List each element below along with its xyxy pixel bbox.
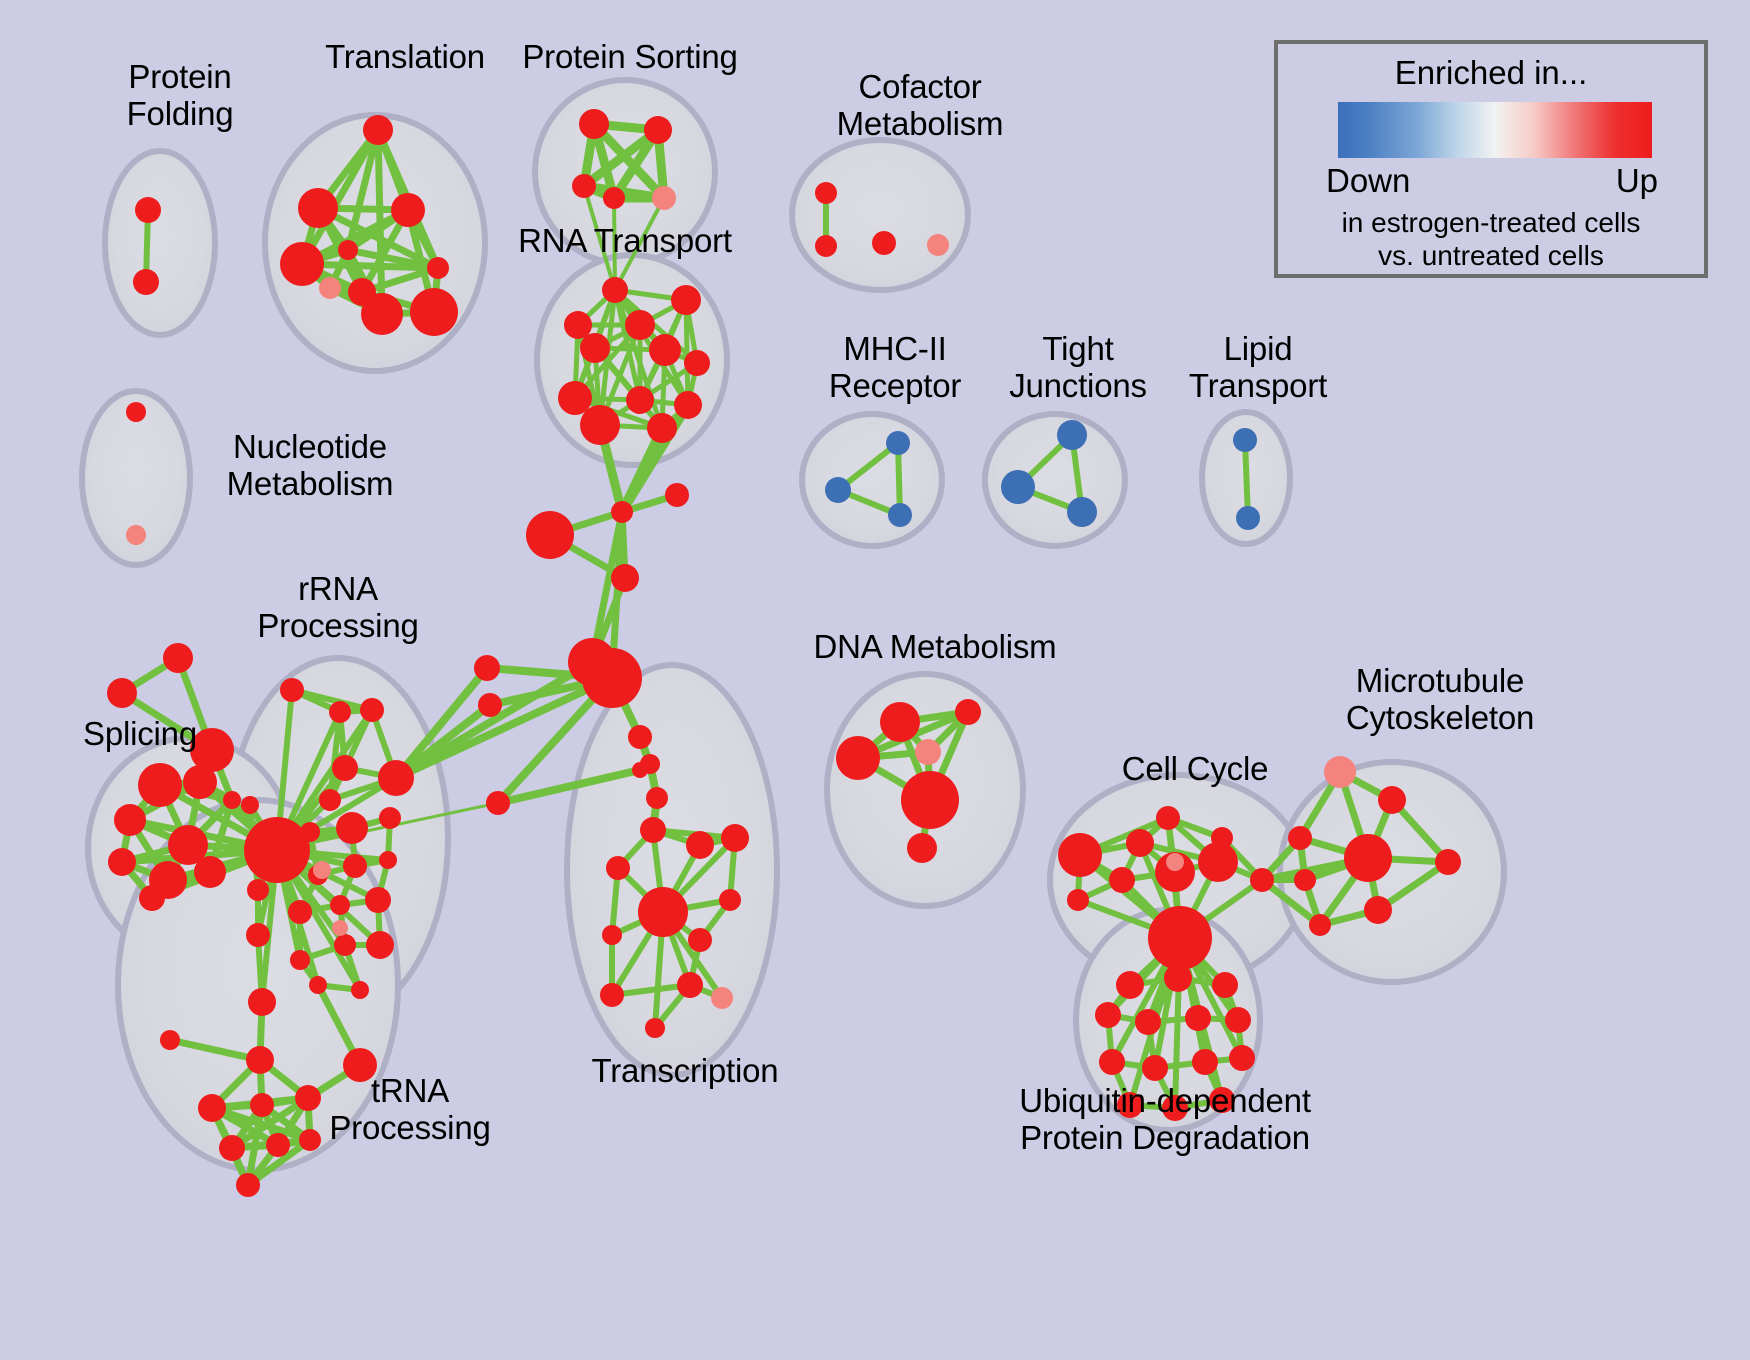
label-rna-transport: RNA Transport bbox=[518, 222, 732, 259]
hull-transcription bbox=[564, 662, 780, 1078]
label-nucleotide-metabolism: Nucleotide Metabolism bbox=[226, 428, 394, 503]
legend-title: Enriched in... bbox=[1394, 54, 1588, 91]
label-trna-processing: tRNA Processing bbox=[329, 1072, 491, 1147]
hull-microtubule bbox=[1277, 759, 1507, 985]
label-cell-cycle: Cell Cycle bbox=[1121, 750, 1269, 787]
label-transcription: Transcription bbox=[591, 1052, 779, 1089]
hull-protein-folding bbox=[102, 148, 218, 338]
hull-cofactor bbox=[789, 137, 971, 293]
hull-nucleotide bbox=[79, 388, 193, 568]
label-ubiquitin-degradation: Ubiquitin-dependent Protein Degradation bbox=[1019, 1082, 1311, 1157]
label-dna-metabolism: DNA Metabolism bbox=[813, 628, 1057, 665]
label-cofactor-metabolism: Cofactor Metabolism bbox=[836, 68, 1004, 143]
label-lipid-transport: Lipid Transport bbox=[1188, 330, 1328, 405]
label-protein-sorting: Protein Sorting bbox=[522, 38, 738, 75]
legend-subtitle: in estrogen-treated cells vs. untreated … bbox=[1341, 207, 1641, 272]
label-microtubule-cytoskeleton: Microtubule Cytoskeleton bbox=[1345, 662, 1535, 737]
label-splicing: Splicing bbox=[83, 715, 197, 752]
label-tight-junctions: Tight Junctions bbox=[1009, 330, 1147, 405]
legend-high-label: Up bbox=[1615, 162, 1658, 199]
legend-low-label: Down bbox=[1326, 162, 1411, 199]
label-translation: Translation bbox=[325, 38, 485, 75]
legend-box: Enriched in... Down Up in estrogen-treat… bbox=[1274, 40, 1708, 278]
label-rrna-processing: rRNA Processing bbox=[257, 570, 419, 645]
label-protein-folding: Protein Folding bbox=[126, 58, 234, 133]
label-mhc-ii-receptor: MHC-II Receptor bbox=[828, 330, 962, 405]
hull-mhc2 bbox=[799, 411, 945, 549]
color-gradient-bar bbox=[1338, 102, 1652, 158]
node-layer bbox=[107, 109, 1461, 1197]
